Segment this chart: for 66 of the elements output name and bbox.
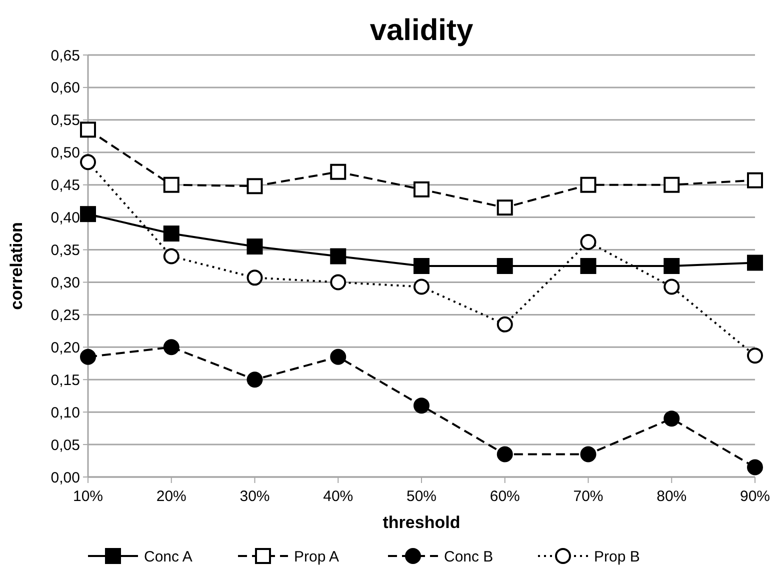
y-tick-label: 0,55 <box>50 112 80 130</box>
point <box>580 258 596 274</box>
legend-label: Prop A <box>294 548 340 566</box>
point <box>747 459 763 476</box>
point <box>414 398 430 414</box>
y-tick-label: 0,30 <box>50 274 80 292</box>
x-tick-label: 40% <box>323 488 354 505</box>
point <box>330 164 346 180</box>
y-tick-label: 0,20 <box>50 339 80 356</box>
x-tick-label: 70% <box>573 488 604 505</box>
point <box>747 172 763 188</box>
point <box>80 154 96 170</box>
y-tick-label: 0,05 <box>50 436 80 454</box>
point <box>747 348 763 364</box>
x-tick-label: 10% <box>72 488 104 505</box>
point <box>414 181 430 198</box>
y-tick-label: 0,10 <box>50 404 80 422</box>
x-axis-title: threshold <box>382 513 460 532</box>
point <box>664 258 680 274</box>
chart-title: validity <box>370 14 474 47</box>
point <box>163 176 180 193</box>
legend-label: Conc B <box>444 548 494 566</box>
point <box>414 258 430 274</box>
point <box>80 122 96 138</box>
x-tick-label: 20% <box>156 488 186 505</box>
y-tick-label: 0,65 <box>50 47 80 64</box>
point <box>580 176 596 193</box>
y-tick-label: 0,45 <box>50 177 80 194</box>
point <box>580 446 596 462</box>
legend-label: Conc A <box>144 548 192 566</box>
x-tick-label: 30% <box>240 488 270 505</box>
point <box>664 278 680 295</box>
point <box>747 254 763 271</box>
point <box>496 258 513 274</box>
point <box>163 226 180 242</box>
x-tick-label: 90% <box>740 488 770 505</box>
point <box>80 348 96 365</box>
point <box>330 274 346 290</box>
point <box>80 206 96 222</box>
point <box>246 178 263 194</box>
point <box>246 372 263 388</box>
x-tick-label: 80% <box>656 488 687 505</box>
point <box>330 248 346 264</box>
y-axis-title: correlation <box>7 222 26 310</box>
point <box>664 176 680 193</box>
point <box>664 410 680 427</box>
point <box>580 234 596 250</box>
point <box>496 200 513 216</box>
x-tick-label: 50% <box>406 488 437 505</box>
y-tick-label: 0,50 <box>50 144 80 162</box>
point <box>246 238 263 255</box>
y-tick-label: 0,15 <box>50 372 80 389</box>
point <box>496 316 513 332</box>
y-tick-label: 0,40 <box>50 210 80 227</box>
point <box>163 339 180 356</box>
y-tick-label: 0,35 <box>50 242 80 260</box>
point <box>163 248 180 264</box>
point <box>330 348 346 365</box>
y-tick-label: 0,00 <box>50 469 80 486</box>
point <box>414 278 430 295</box>
x-tick-label: 60% <box>490 488 520 505</box>
y-tick-label: 0,60 <box>50 80 80 97</box>
point <box>496 446 513 462</box>
point <box>246 270 263 286</box>
y-tick-label: 0,25 <box>50 306 80 324</box>
legend-label: Prop B <box>594 548 640 566</box>
